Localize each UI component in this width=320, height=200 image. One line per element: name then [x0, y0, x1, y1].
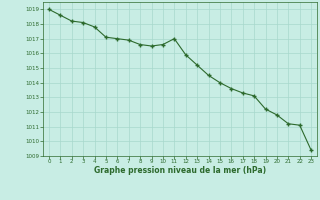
X-axis label: Graphe pression niveau de la mer (hPa): Graphe pression niveau de la mer (hPa) — [94, 166, 266, 175]
